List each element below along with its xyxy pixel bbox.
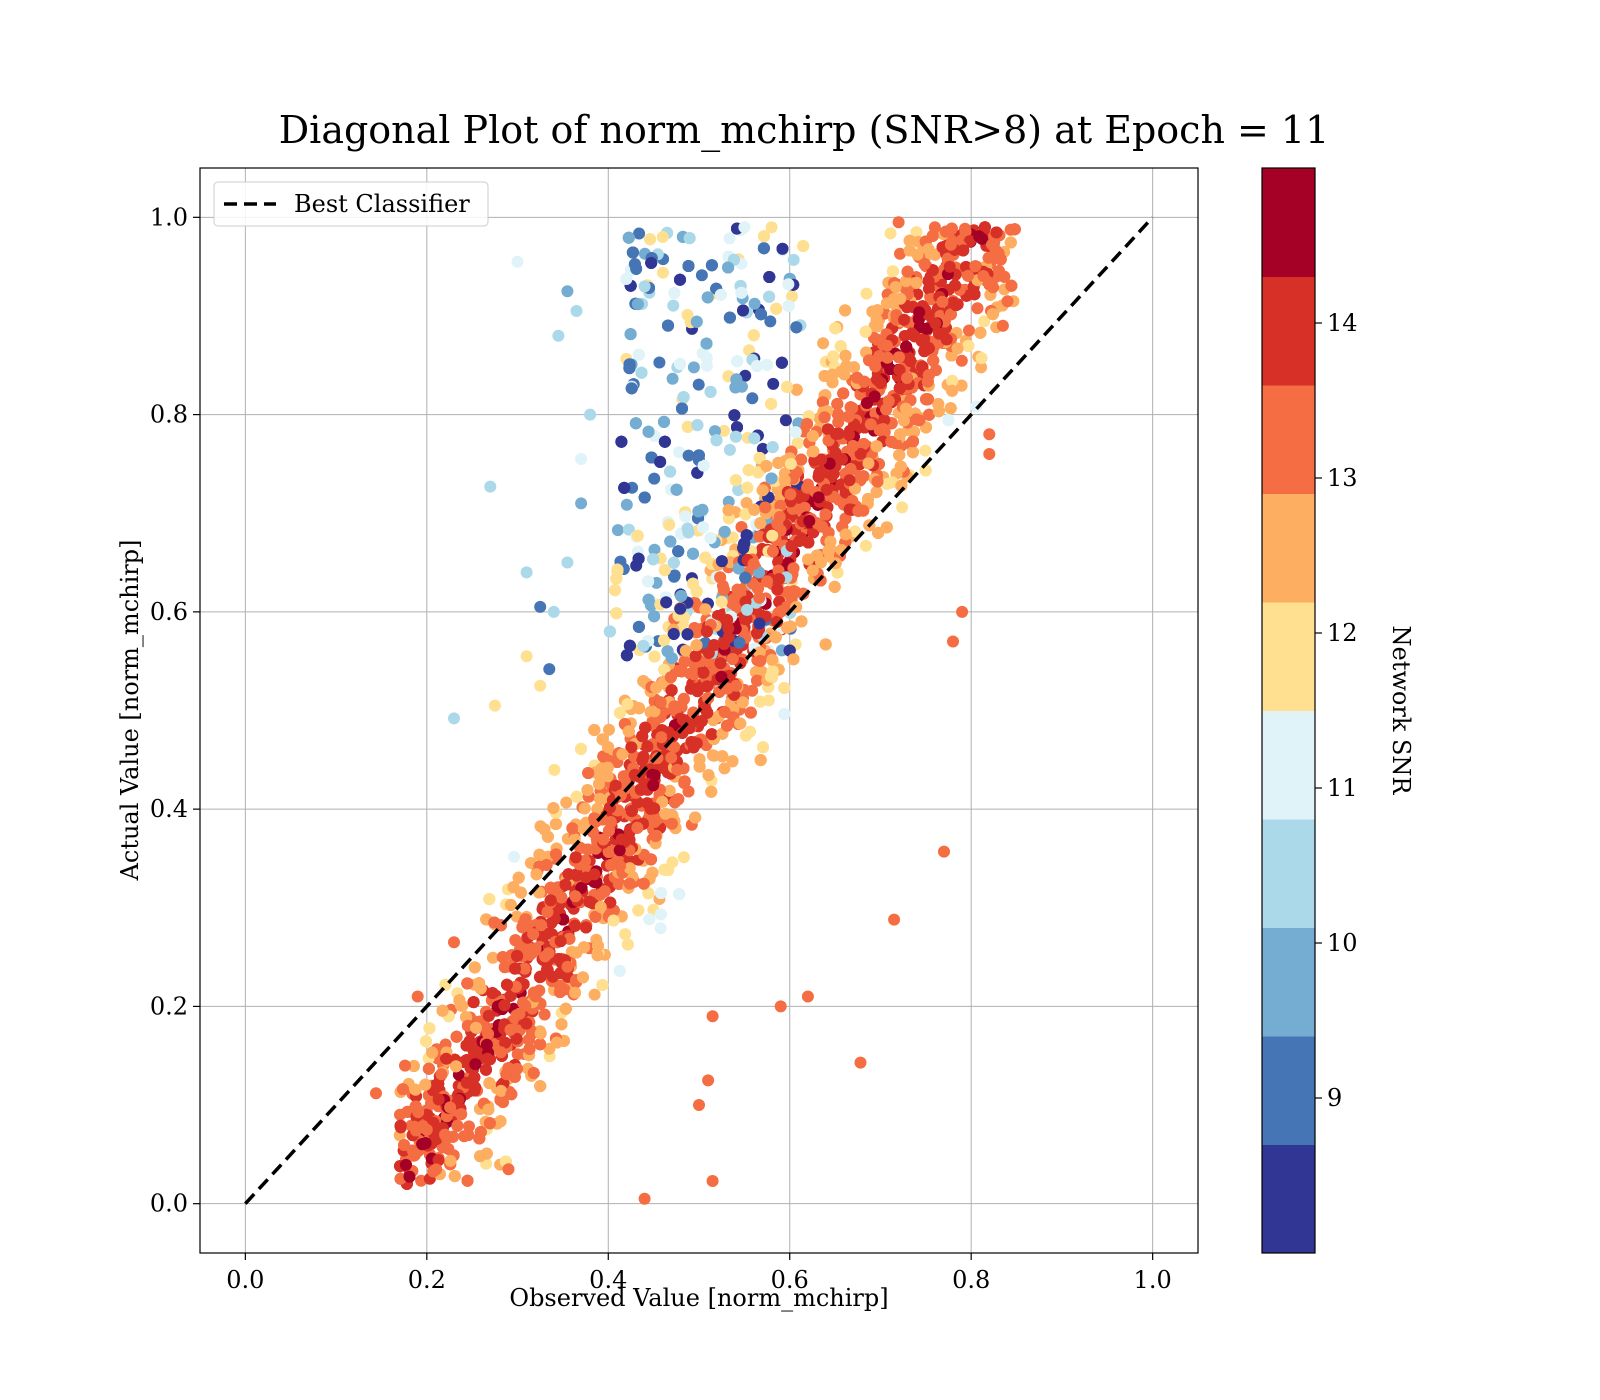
cloud-point bbox=[756, 442, 769, 455]
cloud-point bbox=[779, 414, 792, 427]
cloud-point bbox=[687, 361, 700, 374]
cloud-point bbox=[748, 297, 761, 310]
cloud-point bbox=[622, 523, 635, 536]
cloud-point bbox=[486, 951, 499, 964]
chart-title: Diagonal Plot of norm_mchirp (SNR>8) at … bbox=[279, 108, 1330, 153]
cloud-point bbox=[673, 446, 686, 459]
cloud-point bbox=[633, 227, 646, 240]
cloud-point bbox=[975, 352, 988, 365]
cloud-point bbox=[746, 392, 759, 405]
cloud-point bbox=[787, 253, 800, 266]
cloud-point bbox=[860, 287, 873, 300]
cloud-point bbox=[648, 472, 661, 485]
cloud-point bbox=[718, 762, 731, 775]
cloud-point bbox=[692, 378, 705, 391]
cloud-point bbox=[975, 361, 988, 374]
cloud-point bbox=[894, 247, 906, 260]
cloud-point bbox=[677, 851, 690, 864]
cloud-point bbox=[603, 723, 615, 736]
cloud-point bbox=[508, 850, 520, 863]
cloud-point bbox=[817, 337, 830, 350]
cloud-point bbox=[588, 988, 601, 1001]
cloud-point bbox=[955, 354, 968, 367]
cloud-point bbox=[560, 796, 573, 809]
cloud-point bbox=[849, 525, 862, 538]
cloud-point bbox=[859, 539, 872, 552]
cloud-point bbox=[764, 315, 777, 328]
cloud-point bbox=[709, 425, 721, 438]
cloud-point bbox=[919, 444, 932, 457]
cloud-point bbox=[786, 290, 798, 303]
cloud-point bbox=[723, 232, 736, 245]
cloud-point bbox=[718, 424, 731, 437]
cloud-point bbox=[436, 1141, 449, 1154]
cloud-point bbox=[463, 1120, 475, 1133]
cloud-point bbox=[963, 324, 975, 337]
cloud-point bbox=[548, 763, 561, 776]
cloud-point bbox=[896, 501, 909, 514]
cloud-point bbox=[910, 226, 923, 239]
cloud-point bbox=[706, 749, 719, 762]
cloud-point bbox=[619, 928, 632, 941]
point-cloud bbox=[393, 221, 1021, 1190]
cloud-point bbox=[767, 377, 780, 390]
cloud-point bbox=[971, 302, 984, 315]
cloud-point bbox=[657, 266, 669, 279]
cloud-point bbox=[722, 495, 735, 508]
cloud-point bbox=[978, 315, 991, 328]
cloud-point bbox=[666, 372, 679, 385]
cloud-point bbox=[740, 497, 753, 509]
cloud-point bbox=[538, 1008, 551, 1021]
cloud-point bbox=[682, 449, 695, 462]
cloud-point bbox=[654, 922, 667, 935]
cloud-point bbox=[667, 299, 680, 312]
cloud-point bbox=[611, 524, 624, 537]
cloud-point bbox=[648, 543, 661, 556]
cloud-point bbox=[695, 269, 708, 282]
cloud-point bbox=[723, 443, 736, 456]
cloud-point bbox=[884, 227, 897, 240]
cloud-point bbox=[653, 356, 666, 369]
cloud-point bbox=[620, 498, 633, 511]
